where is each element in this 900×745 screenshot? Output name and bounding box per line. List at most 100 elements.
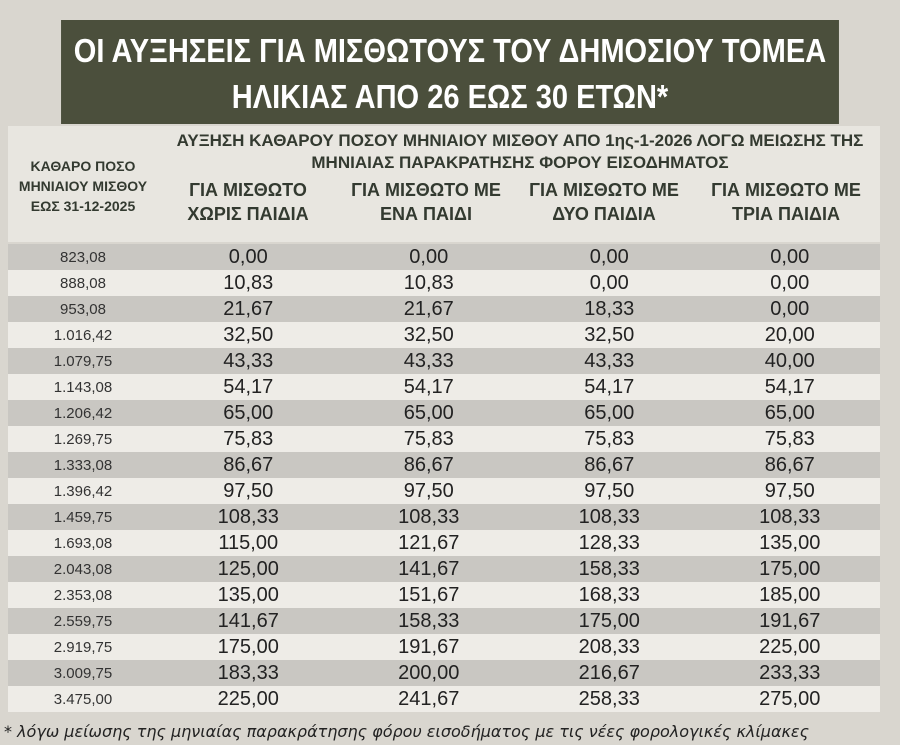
increase-cell: 75,83 xyxy=(699,426,880,452)
increase-cell: 183,33 xyxy=(158,660,339,686)
table-row: 1.396,42 97,50 97,50 97,50 97,50 xyxy=(8,478,880,504)
increase-cell: 32,50 xyxy=(519,322,700,348)
table-row: 1.206,42 65,00 65,00 65,00 65,00 xyxy=(8,400,880,426)
table-row: 1.016,42 32,50 32,50 32,50 20,00 xyxy=(8,322,880,348)
increase-cell: 241,67 xyxy=(338,686,519,712)
increase-cell: 233,33 xyxy=(699,660,880,686)
increase-cell: 135,00 xyxy=(158,582,339,608)
increase-cell: 86,67 xyxy=(519,452,700,478)
increase-cell: 97,50 xyxy=(699,478,880,504)
increase-cell: 21,67 xyxy=(158,296,339,322)
increase-cell: 158,33 xyxy=(338,608,519,634)
title-band: ΟΙ ΑΥΞΗΣΕΙΣ ΓΙΑ ΜΙΣΘΩΤΟΥΣ ΤΟΥ ΔΗΜΟΣΙΟΥ Τ… xyxy=(61,20,839,124)
increase-cell: 43,33 xyxy=(158,348,339,374)
salary-cell: 1.693,08 xyxy=(8,530,158,556)
increase-cell: 18,33 xyxy=(519,296,700,322)
salary-cell: 888,08 xyxy=(8,270,158,296)
table-row: 1.079,75 43,33 43,33 43,33 40,00 xyxy=(8,348,880,374)
table-row: 953,08 21,67 21,67 18,33 0,00 xyxy=(8,296,880,322)
table-row: 1.333,08 86,67 86,67 86,67 86,67 xyxy=(8,452,880,478)
increase-cell: 43,33 xyxy=(519,348,700,374)
increase-cell: 10,83 xyxy=(158,270,339,296)
increase-cell: 258,33 xyxy=(519,686,700,712)
title-line: ΗΛΙΚΙΑΣ ΑΠΟ 26 ΕΩΣ 30 ΕΤΩΝ* xyxy=(231,78,669,115)
increase-cell: 97,50 xyxy=(338,478,519,504)
increase-cell: 191,67 xyxy=(699,608,880,634)
table-row: 2.043,08 125,00 141,67 158,33 175,00 xyxy=(8,556,880,582)
salary-cell: 823,08 xyxy=(8,244,158,270)
salary-cell: 2.043,08 xyxy=(8,556,158,582)
increase-cell: 32,50 xyxy=(338,322,519,348)
table-row: 3.009,75 183,33 200,00 216,67 233,33 xyxy=(8,660,880,686)
increase-cell: 0,00 xyxy=(519,270,700,296)
increase-cell: 158,33 xyxy=(519,556,700,582)
increase-cell: 97,50 xyxy=(158,478,339,504)
increase-cell: 216,67 xyxy=(519,660,700,686)
increase-cell: 75,83 xyxy=(158,426,339,452)
increase-cell: 141,67 xyxy=(158,608,339,634)
increase-cell: 175,00 xyxy=(699,556,880,582)
increase-cell: 86,67 xyxy=(699,452,880,478)
increase-cell: 115,00 xyxy=(158,530,339,556)
increase-cell: 75,83 xyxy=(338,426,519,452)
table-row: 2.559,75 141,67 158,33 175,00 191,67 xyxy=(8,608,880,634)
increase-cell: 32,50 xyxy=(158,322,339,348)
footnote: * λόγω μείωσης της μηνιαίας παρακράτησης… xyxy=(4,722,809,741)
increase-cell: 54,17 xyxy=(338,374,519,400)
salary-cell: 953,08 xyxy=(8,296,158,322)
increase-cell: 141,67 xyxy=(338,556,519,582)
increase-cell: 65,00 xyxy=(699,400,880,426)
increase-cell: 175,00 xyxy=(158,634,339,660)
table-row: 2.919,75 175,00 191,67 208,33 225,00 xyxy=(8,634,880,660)
increase-cell: 54,17 xyxy=(158,374,339,400)
increase-cell: 65,00 xyxy=(519,400,700,426)
increase-cell: 0,00 xyxy=(158,244,339,270)
increase-cell: 108,33 xyxy=(338,504,519,530)
increase-cell: 121,67 xyxy=(338,530,519,556)
increase-cell: 225,00 xyxy=(158,686,339,712)
increase-cell: 65,00 xyxy=(158,400,339,426)
table-row: 823,08 0,00 0,00 0,00 0,00 xyxy=(8,244,880,270)
increase-cell: 191,67 xyxy=(338,634,519,660)
increase-cell: 168,33 xyxy=(519,582,700,608)
salary-cell: 1.333,08 xyxy=(8,452,158,478)
salary-cell: 1.269,75 xyxy=(8,426,158,452)
increase-cell: 0,00 xyxy=(338,244,519,270)
first-column-header: ΚΑΘΑΡΟ ΠΟΣΟ ΜΗΝΙΑΙΟΥ ΜΙΣΘΟΥ ΕΩΣ 31-12-20… xyxy=(18,158,148,214)
table-row: 888,08 10,83 10,83 0,00 0,00 xyxy=(8,270,880,296)
increase-cell: 175,00 xyxy=(519,608,700,634)
increase-cell: 135,00 xyxy=(699,530,880,556)
increase-cell: 21,67 xyxy=(338,296,519,322)
salary-cell: 1.459,75 xyxy=(8,504,158,530)
increase-cell: 125,00 xyxy=(158,556,339,582)
salary-cell: 1.206,42 xyxy=(8,400,158,426)
increase-cell: 86,67 xyxy=(158,452,339,478)
increase-cell: 43,33 xyxy=(338,348,519,374)
table-header: ΚΑΘΑΡΟ ΠΟΣΟ ΜΗΝΙΑΙΟΥ ΜΙΣΘΟΥ ΕΩΣ 31-12-20… xyxy=(8,126,880,242)
group-header: ΑΥΞΗΣΗ ΚΑΘΑΡΟΥ ΠΟΣΟΥ ΜΗΝΙΑΙΟΥ ΜΙΣΘΟΥ ΑΠΟ… xyxy=(176,131,864,172)
increase-cell: 185,00 xyxy=(699,582,880,608)
increase-cell: 0,00 xyxy=(699,296,880,322)
salary-cell: 2.559,75 xyxy=(8,608,158,634)
increase-cell: 20,00 xyxy=(699,322,880,348)
table-row: 1.693,08 115,00 121,67 128,33 135,00 xyxy=(8,530,880,556)
table-row: 2.353,08 135,00 151,67 168,33 185,00 xyxy=(8,582,880,608)
column-header: ΓΙΑ ΜΙΣΘΩΤΟ ΜΕ ΔΥΟ ΠΑΙΔΙΑ xyxy=(529,180,679,224)
salary-cell: 2.919,75 xyxy=(8,634,158,660)
increase-cell: 10,83 xyxy=(338,270,519,296)
salary-cell: 1.079,75 xyxy=(8,348,158,374)
salary-cell: 3.009,75 xyxy=(8,660,158,686)
increase-cell: 86,67 xyxy=(338,452,519,478)
title-line: ΟΙ ΑΥΞΗΣΕΙΣ ΓΙΑ ΜΙΣΘΩΤΟΥΣ ΤΟΥ ΔΗΜΟΣΙΟΥ Τ… xyxy=(73,32,827,69)
column-header: ΓΙΑ ΜΙΣΘΩΤΟ ΧΩΡΙΣ ΠΑΙΔΙΑ xyxy=(187,180,309,224)
table-row: 1.143,08 54,17 54,17 54,17 54,17 xyxy=(8,374,880,400)
increase-cell: 208,33 xyxy=(519,634,700,660)
increase-cell: 108,33 xyxy=(519,504,700,530)
increase-cell: 0,00 xyxy=(519,244,700,270)
table-row: 3.475,00 225,00 241,67 258,33 275,00 xyxy=(8,686,880,712)
increase-cell: 0,00 xyxy=(699,244,880,270)
increase-cell: 40,00 xyxy=(699,348,880,374)
increase-cell: 108,33 xyxy=(158,504,339,530)
increase-cell: 151,67 xyxy=(338,582,519,608)
